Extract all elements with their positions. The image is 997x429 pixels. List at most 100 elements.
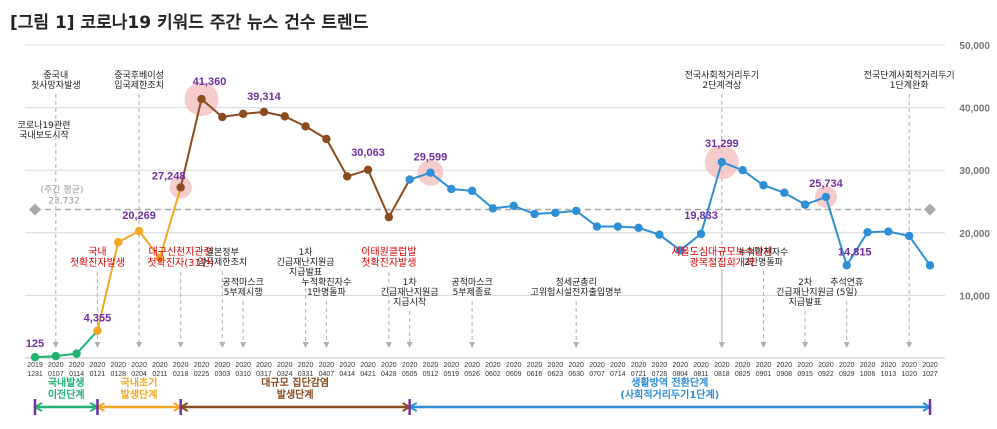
x-tick-label: 0609 <box>506 371 522 378</box>
y-tick-label: 50,000 <box>959 41 990 52</box>
x-tick-label: 0310 <box>235 371 251 378</box>
x-tick-label: 0303 <box>215 371 231 378</box>
average-value-label: 23,732 <box>48 196 80 206</box>
event-guide-arrow <box>94 342 101 348</box>
x-tick-label: 0616 <box>527 371 543 378</box>
annotation-line: 입국제한조치 <box>197 256 247 268</box>
data-point <box>488 204 498 213</box>
phase-label-line: 발생단계 <box>121 388 158 401</box>
x-tick-year: 2020 <box>194 362 210 369</box>
data-point <box>155 253 165 263</box>
x-tick-label: 0421 <box>360 371 376 378</box>
x-tick-year: 2020 <box>568 362 584 369</box>
phase-label-line: (사회적거리두기1단계) <box>620 388 719 401</box>
annotation-line: 이태원클럽발 <box>361 246 416 258</box>
event-guide-arrow <box>469 342 476 348</box>
annotation-line: 국내보도시작 <box>19 130 69 141</box>
data-point <box>530 209 539 219</box>
annotation-line: 2차 <box>798 276 813 288</box>
x-tick-year: 2020 <box>131 362 147 369</box>
grid-lines <box>25 44 945 359</box>
annotation-line: 전국단계사회적거리두기 <box>864 69 955 81</box>
x-tick-label: 0414 <box>339 371 355 378</box>
x-tick-label: 0505 <box>402 371 418 378</box>
x-tick-label: 1027 <box>922 371 938 378</box>
annotation-text: 1차 긴급재난지원금 지급시작 <box>381 276 439 308</box>
x-tick-year: 2020 <box>589 362 605 369</box>
annotation-line: (5일) <box>836 287 857 298</box>
annotation-line: 첫확진자발생 <box>70 257 125 269</box>
x-tick-label: 0526 <box>464 371 480 378</box>
x-tick-label: 0714 <box>610 371 626 378</box>
annotation-line: 긴급재난지원금 <box>381 287 439 298</box>
data-point <box>238 109 248 119</box>
annotation-line: 지급발표 <box>289 267 322 278</box>
annotation-text: 대구신천지관련 첫확진자(31번) <box>147 246 214 269</box>
x-tick-label: 0128 <box>110 371 126 378</box>
x-tick-label: 0811 <box>694 371 709 378</box>
annotation-line: 5부제종료 <box>453 287 492 298</box>
x-tick-year: 2020 <box>339 362 355 369</box>
x-tick-label: 0922 <box>818 371 834 378</box>
phase-label: 생활방역 전환단계 (사회적거리두기1단계) <box>620 376 719 401</box>
data-point <box>447 184 456 194</box>
event-guide-arrow <box>240 342 247 348</box>
average-label: (주간 평균) <box>40 184 83 195</box>
phase-label-line: 생활방역 전환단계 <box>631 376 708 389</box>
x-tick-year: 2020 <box>423 362 439 369</box>
x-tick-label: 0107 <box>48 371 64 378</box>
data-point <box>467 186 477 196</box>
data-point <box>93 326 102 335</box>
event-guide-arrow <box>177 342 184 348</box>
event-guide-arrow <box>136 342 143 348</box>
x-tick-year: 2020 <box>610 362 626 369</box>
event-guide-arrow <box>302 342 309 348</box>
annotation-text: 이태원클럽발 첫확진자발생 <box>361 246 416 269</box>
data-point <box>696 229 706 239</box>
annotation-line: 서울도심대규모보수단체 <box>671 246 772 258</box>
x-tick-year: 2020 <box>714 362 730 369</box>
annotation-line: 코로나19관련 <box>18 120 71 131</box>
annotation-line: 첫확진자발생 <box>361 257 416 269</box>
average-marker-left <box>29 203 41 216</box>
y-tick-label: 20,000 <box>959 229 990 240</box>
x-tick-year: 2020 <box>360 362 376 369</box>
x-tick-year: 2020 <box>277 362 293 369</box>
x-tick-year: 2020 <box>693 362 709 369</box>
x-tick-label: 0512 <box>423 371 439 378</box>
data-value-label: 30,063 <box>351 147 385 159</box>
annotation-line: 누적확진자수 <box>739 246 789 258</box>
x-tick-label: 0121 <box>90 371 106 378</box>
annotation-line: 중국내 <box>43 70 68 81</box>
data-point <box>114 237 123 247</box>
x-tick-year: 2020 <box>839 362 855 369</box>
data-point <box>634 223 643 232</box>
x-tick-label: 0908 <box>777 371 793 378</box>
annotation-line: 입국제한조치 <box>114 79 164 91</box>
series-segment <box>34 330 99 359</box>
annotation-text: 전국사회적거리두기 2단계격상 <box>685 69 760 91</box>
x-tick-label: 0519 <box>443 371 459 378</box>
x-tick-year: 2020 <box>256 362 272 369</box>
data-point <box>925 261 935 270</box>
x-tick-label: 0331 <box>298 371 314 378</box>
x-tick-year: 2020 <box>48 362 64 369</box>
x-tick-year: 2020 <box>922 362 938 369</box>
event-guide-arrow <box>406 342 413 348</box>
event-guide-arrow <box>323 342 330 348</box>
chart-title: [그림 1] 코로나19 키워드 주간 뉴스 건수 트렌드 <box>10 13 369 33</box>
annotation-text: 중국후베이성 입국제한조치 <box>114 70 164 91</box>
data-point <box>592 222 602 231</box>
data-value-label: 19,833 <box>684 210 718 222</box>
annotation-text: 추석연휴 (5일) <box>830 277 863 298</box>
phase-label-line: 이전단계 <box>48 388 85 401</box>
annotation-line: 긴급재난지원금 <box>277 257 335 268</box>
x-tick-year: 2019 <box>27 362 43 369</box>
annotation-text: 전국단계사회적거리두기 1단계완화 <box>864 69 955 91</box>
series-points <box>30 94 935 362</box>
x-tick-year: 2020 <box>298 362 314 369</box>
phase-label: 대규모 집단감염 발생단계 <box>261 376 329 401</box>
x-tick-label: 0114 <box>69 371 84 378</box>
